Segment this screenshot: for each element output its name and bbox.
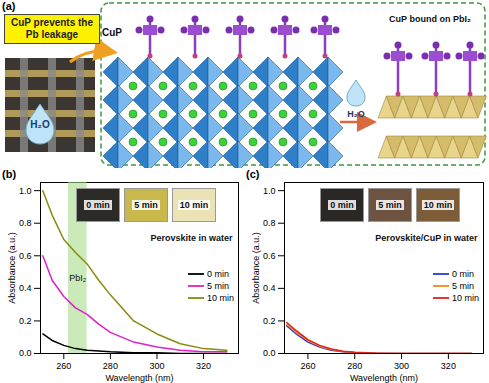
html-text:(c): (c) <box>246 168 260 180</box>
svg-text:260: 260 <box>300 361 315 371</box>
html-text:0 min: 0 min <box>86 200 110 210</box>
svg-text:H₂O: H₂O <box>347 109 365 119</box>
svg-text:0.6: 0.6 <box>19 251 32 261</box>
svg-text:0.4: 0.4 <box>19 283 32 293</box>
svg-text:0.0: 0.0 <box>263 348 276 358</box>
html-text:10 min: 10 min <box>179 200 209 210</box>
html-text:10 min: 10 min <box>207 293 234 303</box>
svg-text:300: 300 <box>394 361 409 371</box>
svg-text:(a): (a) <box>2 0 16 12</box>
svg-text:0.2: 0.2 <box>263 316 276 326</box>
svg-text:0.6: 0.6 <box>263 251 276 261</box>
svg-text:PbI₂: PbI₂ <box>69 273 87 283</box>
svg-text:Perovskite in water: Perovskite in water <box>150 233 233 243</box>
html-text:5 min: 5 min <box>378 200 402 210</box>
html-text:10 min: 10 min <box>452 293 479 303</box>
html-text:0 min: 0 min <box>330 200 354 210</box>
svg-text:1.0: 1.0 <box>263 186 276 196</box>
svg-text:0.8: 0.8 <box>19 218 32 228</box>
html-text:10 min: 10 min <box>423 200 453 210</box>
svg-text:320: 320 <box>441 361 456 371</box>
svg-text:H₂O: H₂O <box>30 119 50 130</box>
svg-text:300: 300 <box>149 361 164 371</box>
svg-text:320: 320 <box>196 361 211 371</box>
svg-text:Wavelength (nm): Wavelength (nm) <box>350 373 418 383</box>
svg-text:260: 260 <box>56 361 71 371</box>
html-text:(b): (b) <box>2 168 16 180</box>
svg-text:280: 280 <box>347 361 362 371</box>
svg-text:Absorbance (a.u.): Absorbance (a.u.) <box>251 232 261 304</box>
svg-text:0.0: 0.0 <box>19 348 32 358</box>
svg-text:Absorbance (a.u.): Absorbance (a.u.) <box>7 232 17 304</box>
html-text:0 min: 0 min <box>207 269 229 279</box>
html-text:5 min: 5 min <box>134 200 158 210</box>
html-text:5 min: 5 min <box>207 281 229 291</box>
html-text:CuP prevents the Pb leakage: CuP prevents the Pb leakage <box>11 17 93 40</box>
svg-text:0.8: 0.8 <box>263 218 276 228</box>
svg-text:1.0: 1.0 <box>19 186 32 196</box>
svg-text:0.4: 0.4 <box>263 283 276 293</box>
svg-text:280: 280 <box>103 361 118 371</box>
svg-text:CuP: CuP <box>102 27 122 38</box>
html-text:5 min: 5 min <box>452 281 474 291</box>
svg-text:Perovskite/CuP in water: Perovskite/CuP in water <box>375 233 478 243</box>
svg-text:Wavelength (nm): Wavelength (nm) <box>105 373 173 383</box>
svg-text:CuP bound on PbI₂: CuP bound on PbI₂ <box>389 14 471 24</box>
html-text:0 min: 0 min <box>452 269 474 279</box>
svg-text:0.2: 0.2 <box>19 316 32 326</box>
